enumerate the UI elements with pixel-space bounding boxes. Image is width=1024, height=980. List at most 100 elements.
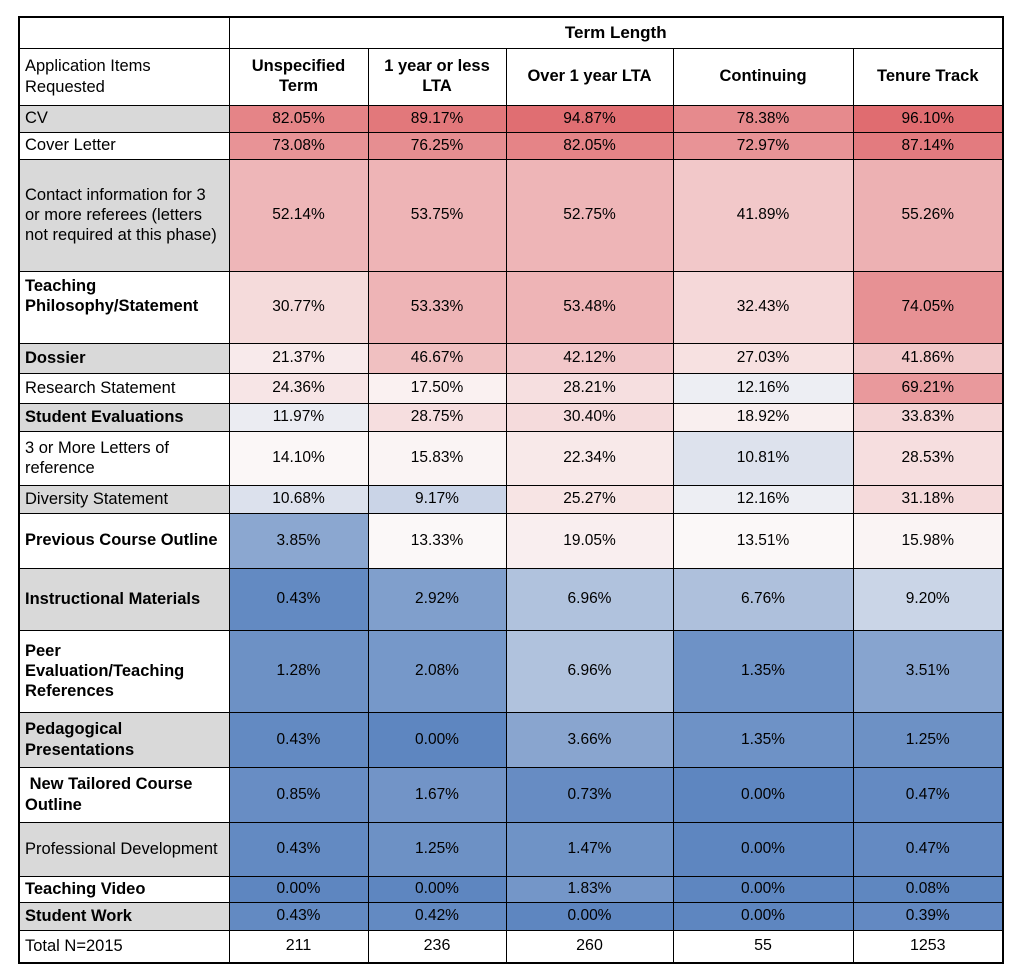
table-row: New Tailored Course Outline 0.85% 1.67% 0.7… (18, 766, 1004, 823)
data-cell: 9.20% (852, 567, 1004, 631)
row-header-title: Application Items Requested (18, 47, 230, 106)
data-cell: 2.08% (367, 629, 507, 713)
corner-cell (18, 16, 230, 49)
total-cell-1-year-or-less-lta: 236 (367, 929, 507, 964)
data-cell: 28.53% (852, 430, 1004, 486)
data-cell: 6.76% (672, 567, 854, 631)
data-cell: 21.37% (228, 342, 369, 374)
data-cell: 1.35% (672, 629, 854, 713)
table-row: Teaching Video 0.00% 0.00% 1.83% 0.00% 0.08% (18, 875, 1004, 903)
data-cell: 10.81% (672, 430, 854, 486)
row-label: Student Evaluations (18, 402, 230, 432)
data-cell: 0.73% (505, 766, 674, 823)
data-cell: 42.12% (505, 342, 674, 374)
column-header-unspecified-term: Unspecified Term (228, 47, 369, 106)
row-label: 3 or More Letters of reference (18, 430, 230, 486)
data-cell: 87.14% (852, 131, 1004, 160)
table-row: Contact information for 3 or more refere… (18, 158, 1004, 272)
table-row: Dossier 21.37% 46.67% 42.12% 27.03% 41.86% (18, 342, 1004, 374)
data-cell: 0.08% (852, 875, 1004, 903)
data-cell: 73.08% (228, 131, 369, 160)
data-cell: 12.16% (672, 484, 854, 514)
data-cell: 0.43% (228, 567, 369, 631)
table-row: Professional Development 0.43% 1.25% 1.47% 0… (18, 821, 1004, 877)
data-cell: 0.47% (852, 766, 1004, 823)
data-cell: 0.00% (672, 901, 854, 931)
data-cell: 28.21% (505, 372, 674, 404)
data-cell: 41.89% (672, 158, 854, 272)
data-cell: 52.14% (228, 158, 369, 272)
data-cell: 1.47% (505, 821, 674, 877)
row-label: Previous Course Outline (18, 512, 230, 569)
row-label: Professional Development (18, 821, 230, 877)
data-cell: 6.96% (505, 567, 674, 631)
table-row: Diversity Statement 10.68% 9.17% 25.27% 12.1… (18, 484, 1004, 514)
column-header-1-year-or-less-lta: 1 year or less LTA (367, 47, 507, 106)
row-label: Teaching Philosophy/Statement (18, 270, 230, 344)
data-cell: 24.36% (228, 372, 369, 404)
row-label: Instructional Materials (18, 567, 230, 631)
data-cell: 0.47% (852, 821, 1004, 877)
data-cell: 12.16% (672, 372, 854, 404)
row-label: Student Work (18, 901, 230, 931)
table-row: Teaching Philosophy/Statement 30.77% 53.33… (18, 270, 1004, 344)
row-label: Diversity Statement (18, 484, 230, 514)
row-label: Dossier (18, 342, 230, 374)
data-cell: 0.42% (367, 901, 507, 931)
data-cell: 0.00% (672, 766, 854, 823)
data-cell: 76.25% (367, 131, 507, 160)
data-cell: 74.05% (852, 270, 1004, 344)
total-cell-continuing: 55 (672, 929, 854, 964)
heatmap-table-container: Term Length Application Items Requested … (18, 16, 1004, 964)
row-label: CV (18, 104, 230, 133)
total-cell-tenure-track: 1253 (852, 929, 1004, 964)
data-cell: 9.17% (367, 484, 507, 514)
data-cell: 3.85% (228, 512, 369, 569)
term-length-heatmap-table: Term Length Application Items Requested … (18, 16, 1004, 964)
row-label: Peer Evaluation/Teaching References (18, 629, 230, 713)
table-row: Peer Evaluation/Teaching References 1.28%… (18, 629, 1004, 713)
row-label: Cover Letter (18, 131, 230, 160)
table-row: Cover Letter 73.08% 76.25% 82.05% 72.97% 87.1… (18, 131, 1004, 160)
data-cell: 53.48% (505, 270, 674, 344)
data-cell: 53.75% (367, 158, 507, 272)
data-cell: 0.43% (228, 901, 369, 931)
data-cell: 10.68% (228, 484, 369, 514)
data-cell: 13.33% (367, 512, 507, 569)
table-body: CV 82.05% 89.17% 94.87% 78.38% 96.10% Cover Le… (18, 104, 1004, 931)
data-cell: 0.85% (228, 766, 369, 823)
data-cell: 14.10% (228, 430, 369, 486)
data-cell: 52.75% (505, 158, 674, 272)
data-cell: 11.97% (228, 402, 369, 432)
data-cell: 28.75% (367, 402, 507, 432)
data-cell: 1.28% (228, 629, 369, 713)
data-cell: 78.38% (672, 104, 854, 133)
data-cell: 27.03% (672, 342, 854, 374)
table-row: Instructional Materials 0.43% 2.92% 6.96% 6.… (18, 567, 1004, 631)
data-cell: 53.33% (367, 270, 507, 344)
data-cell: 2.92% (367, 567, 507, 631)
data-cell: 89.17% (367, 104, 507, 133)
total-row: Total N=2015 211 236 260 55 1253 (18, 929, 1004, 964)
table-row: Student Work 0.43% 0.42% 0.00% 0.00% 0.39% (18, 901, 1004, 931)
column-header-row: Application Items Requested Unspecified … (18, 47, 1004, 106)
data-cell: 0.00% (367, 875, 507, 903)
row-label: Contact information for 3 or more refere… (18, 158, 230, 272)
data-cell: 31.18% (852, 484, 1004, 514)
column-header-over-1-year-lta: Over 1 year LTA (505, 47, 674, 106)
data-cell: 1.83% (505, 875, 674, 903)
data-cell: 18.92% (672, 402, 854, 432)
data-cell: 0.00% (228, 875, 369, 903)
data-cell: 3.51% (852, 629, 1004, 713)
data-cell: 1.25% (367, 821, 507, 877)
data-cell: 0.00% (672, 821, 854, 877)
table-row: Research Statement 24.36% 17.50% 28.21% 12.1… (18, 372, 1004, 404)
data-cell: 1.35% (672, 711, 854, 768)
data-cell: 0.43% (228, 711, 369, 768)
data-cell: 33.83% (852, 402, 1004, 432)
data-cell: 41.86% (852, 342, 1004, 374)
data-cell: 30.77% (228, 270, 369, 344)
data-cell: 0.43% (228, 821, 369, 877)
column-header-continuing: Continuing (672, 47, 854, 106)
row-label: Research Statement (18, 372, 230, 404)
